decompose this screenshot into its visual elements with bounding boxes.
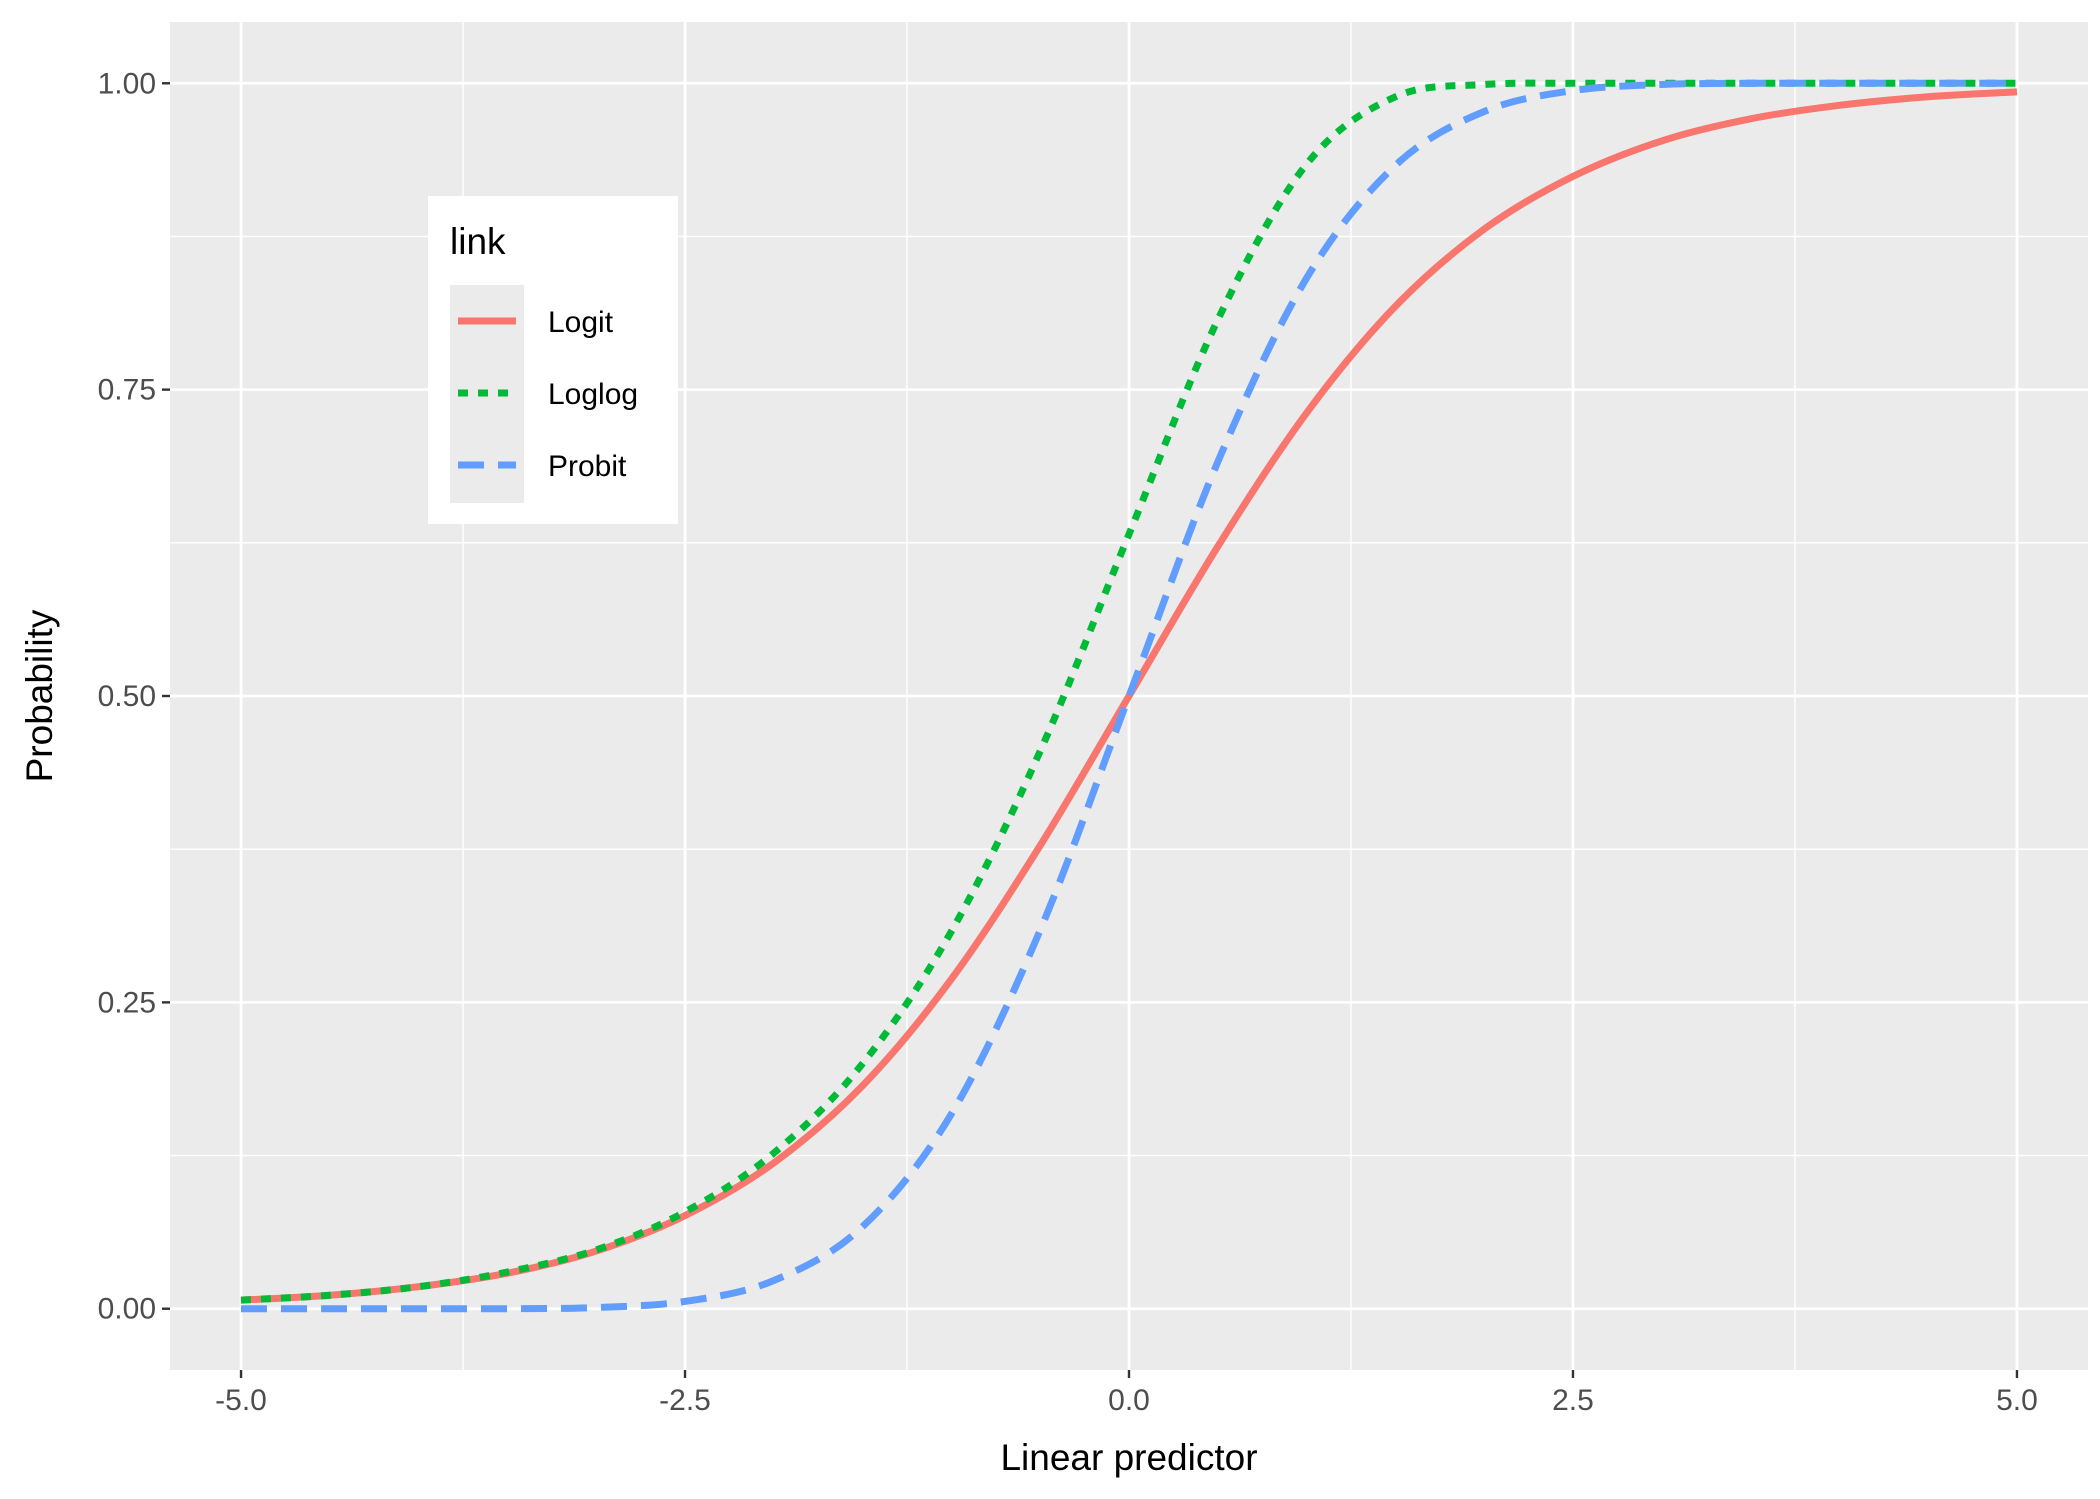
- y-tick-label: 1.00: [98, 67, 156, 100]
- legend-label-loglog: Loglog: [548, 378, 638, 411]
- legend-title: link: [450, 221, 506, 262]
- x-axis-title: Linear predictor: [1000, 1437, 1257, 1478]
- y-tick-label: 0.00: [98, 1293, 156, 1326]
- legend-label-probit: Probit: [548, 450, 627, 483]
- y-tick-label: 0.75: [98, 374, 156, 407]
- legend-label-logit: Logit: [548, 306, 614, 339]
- x-tick-label: -5.0: [215, 1384, 267, 1417]
- y-axis-title: Probability: [19, 609, 60, 782]
- x-tick-label: -2.5: [659, 1384, 711, 1417]
- x-tick-label: 0.0: [1108, 1384, 1150, 1417]
- series-line-probit: [240, 79, 2017, 1313]
- legend-items: Logit Loglog Probit: [458, 306, 638, 483]
- y-axis: 0.00 0.25 0.50 0.75 1.00: [98, 67, 170, 1326]
- y-tick-label: 0.25: [98, 986, 156, 1019]
- x-tick-label: 2.5: [1552, 1384, 1594, 1417]
- x-tick-label: 5.0: [1996, 1384, 2038, 1417]
- series-layer: [240, 79, 2018, 1313]
- x-axis: -5.0 -2.5 0.0 2.5 5.0: [215, 1370, 2038, 1417]
- y-tick-label: 0.50: [98, 680, 156, 713]
- legend: link Logit Loglog Probit: [428, 196, 678, 524]
